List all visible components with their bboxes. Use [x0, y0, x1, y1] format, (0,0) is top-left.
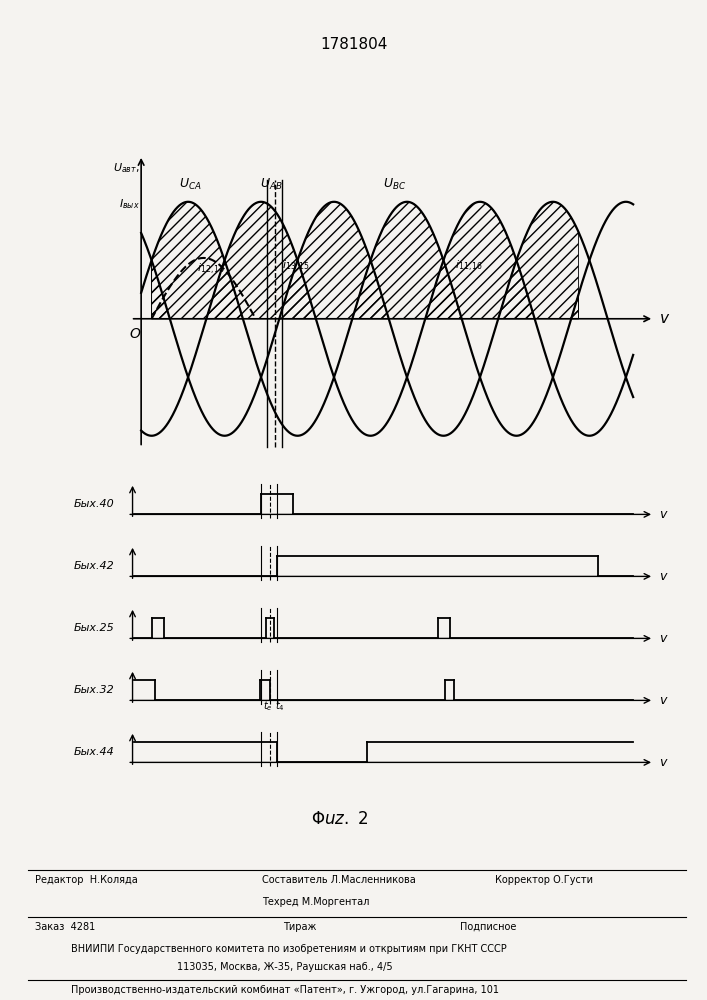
Text: $v$: $v$ [660, 694, 669, 707]
Text: O: O [129, 327, 140, 341]
Text: Корректор О.Густи: Корректор О.Густи [495, 875, 593, 885]
Text: $i_{11,16}$: $i_{11,16}$ [455, 259, 484, 274]
Text: Бых.40: Бых.40 [74, 499, 115, 509]
Text: Составитель Л.Масленникова: Составитель Л.Масленникова [262, 875, 415, 885]
Text: ВНИИПИ Государственного комитета по изобретениям и открытиям при ГКНТ СССР: ВНИИПИ Государственного комитета по изоб… [71, 944, 506, 954]
Text: Редактор  Н.Коляда: Редактор Н.Коляда [35, 875, 138, 885]
Text: 113035, Москва, Ж-35, Раушская наб., 4/5: 113035, Москва, Ж-35, Раушская наб., 4/5 [177, 962, 392, 972]
Text: $v$: $v$ [660, 508, 669, 521]
Text: $v$: $v$ [660, 756, 669, 769]
Text: $t_e$: $t_e$ [263, 699, 273, 713]
Text: $v$: $v$ [660, 632, 669, 645]
Text: Бых.32: Бых.32 [74, 685, 115, 695]
Text: $v$: $v$ [660, 311, 670, 326]
Text: $v$: $v$ [660, 570, 669, 583]
Text: 1781804: 1781804 [320, 37, 387, 52]
Text: Техред М.Моргентал: Техред М.Моргентал [262, 897, 369, 907]
Text: $i_{13,15}$: $i_{13,15}$ [282, 259, 310, 274]
Text: Бых.42: Бых.42 [74, 561, 115, 571]
Text: $t_4$: $t_4$ [275, 699, 285, 713]
Text: Бых.44: Бых.44 [74, 747, 115, 757]
Text: $\Phi u z.\ 2$: $\Phi u z.\ 2$ [310, 810, 368, 828]
Text: Подписное: Подписное [460, 922, 516, 932]
Text: Заказ  4281: Заказ 4281 [35, 922, 95, 932]
Text: Производственно-издательский комбинат «Патент», г. Ужгород, ул.Гагарина, 101: Производственно-издательский комбинат «П… [71, 985, 498, 995]
Text: $U_{CA}$: $U_{CA}$ [179, 177, 201, 192]
Text: $U_{авт},$: $U_{авт},$ [112, 161, 139, 175]
Text: $i_{12,14}$: $i_{12,14}$ [197, 262, 225, 277]
Text: $I_{вых}$: $I_{вых}$ [119, 197, 139, 211]
Text: Бых.25: Бых.25 [74, 623, 115, 633]
Text: $U_{AB}$: $U_{AB}$ [260, 177, 283, 192]
Text: Тираж: Тираж [283, 922, 316, 932]
Text: $U_{BC}$: $U_{BC}$ [383, 177, 407, 192]
